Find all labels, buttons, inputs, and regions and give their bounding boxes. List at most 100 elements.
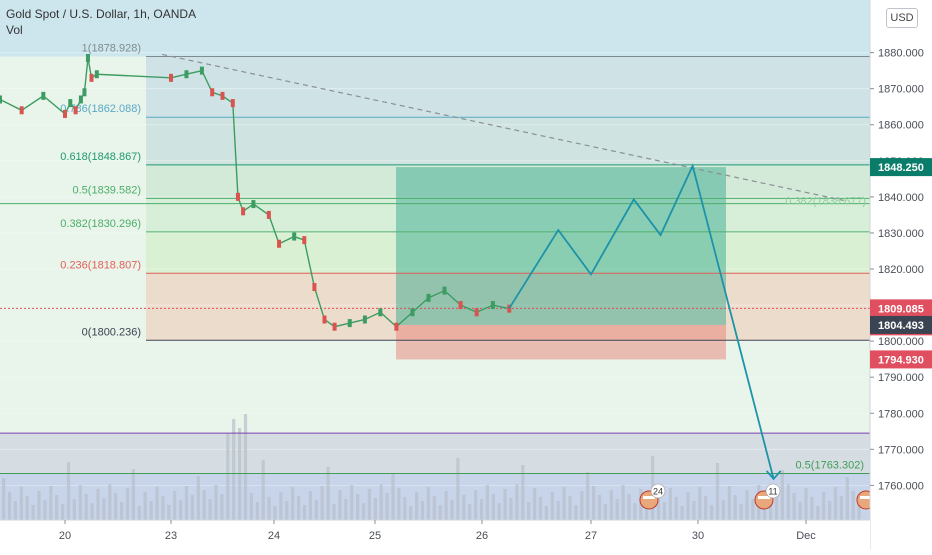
price-axis-background: [870, 0, 932, 550]
time-tick-label: 26: [476, 530, 488, 542]
volume-bar: [497, 503, 501, 520]
price-tick-label: 1840.000: [878, 192, 924, 204]
zone-top: [0, 0, 870, 57]
volume-bar: [338, 490, 342, 520]
volume-bar: [7, 492, 12, 520]
volume-bar: [131, 469, 135, 520]
volume-bar: [438, 505, 442, 520]
volume-bar: [43, 500, 47, 520]
volume-bar: [450, 500, 454, 520]
volume-bar: [686, 492, 690, 520]
volume-bar: [291, 487, 295, 520]
volume-bar: [839, 496, 843, 520]
symbol-title[interactable]: Gold Spot / U.S. Dollar, 1h, OANDA: [6, 7, 197, 21]
position-tool[interactable]: [396, 167, 726, 360]
price-candle: [251, 200, 256, 209]
volume-bar: [527, 502, 531, 520]
volume-bar: [249, 493, 253, 520]
volume-bar: [521, 465, 525, 520]
volume-bar: [550, 492, 554, 520]
volume-bar: [851, 491, 855, 520]
volume-bar: [155, 487, 159, 520]
volume-bar: [828, 501, 832, 520]
time-axis[interactable]: 20 23 24 25 26 27 30 Dec: [0, 519, 870, 550]
price-candle: [82, 88, 87, 97]
volume-bar: [391, 474, 395, 520]
event-badges[interactable]: 24 11: [639, 483, 876, 510]
volume-bar: [297, 496, 301, 520]
extra-level-label: 0.382(1838.677): [785, 196, 866, 208]
volume-bar: [190, 495, 194, 520]
price-axis[interactable]: 1760.000 1770.000 1780.000 1790.000 1800.000…: [869, 0, 932, 550]
price-tick-label: 1860.000: [878, 120, 924, 132]
price-candle: [458, 301, 463, 310]
volume-bar: [816, 506, 820, 520]
volume-bar: [544, 506, 548, 520]
volume-bar: [633, 503, 637, 520]
volume-bar: [149, 501, 153, 520]
volume-bar: [533, 488, 537, 520]
volume-bar: [674, 497, 678, 520]
price-candle: [410, 308, 415, 317]
price-candle: [507, 304, 512, 313]
volume-bar: [90, 503, 94, 520]
volume-bar: [774, 489, 779, 520]
event-count-badge: [765, 483, 781, 499]
volume-bar: [704, 496, 708, 520]
price-label: 1809.085: [878, 303, 924, 315]
volume-bar: [78, 485, 82, 520]
volume-bar: [721, 500, 725, 520]
price-candle: [426, 293, 431, 302]
price-tick-label: 1830.000: [878, 228, 924, 240]
trend-line: [162, 53, 844, 202]
time-tick-label: 24: [268, 530, 280, 542]
price-label-box: [870, 350, 932, 369]
volume-bar: [255, 502, 259, 520]
volume-bar: [468, 504, 472, 520]
price-candle: [78, 95, 83, 104]
volume-bar: [444, 491, 448, 520]
volume-bar: [379, 484, 383, 520]
price-candle: [362, 315, 367, 324]
volume-indicator-label[interactable]: Vol: [6, 23, 23, 37]
volume-bar: [727, 486, 731, 520]
time-tick-label: Dec: [796, 530, 816, 542]
volume-bar: [580, 491, 584, 520]
fib-level-label: 0.786(1862.088): [60, 103, 141, 115]
time-tick-label: 23: [165, 530, 177, 542]
currency-button[interactable]: USD: [886, 8, 918, 28]
volume-bar: [627, 494, 631, 520]
volume-bar: [479, 499, 484, 520]
volume-bar: [822, 492, 826, 520]
volume-bar: [367, 489, 371, 520]
price-label: 1804.493: [878, 320, 924, 332]
price-candle: [490, 301, 495, 310]
volume-bar: [49, 486, 53, 520]
volume-bar: [810, 497, 814, 520]
volume-bar: [137, 506, 141, 520]
price-tick-label: 1780.000: [878, 408, 924, 420]
price-candle: [0, 95, 2, 104]
volume-bar: [710, 505, 714, 520]
volume-bar: [615, 499, 619, 520]
volume-bar: [456, 458, 460, 520]
price-label-box: [870, 299, 932, 318]
volume-bar: [397, 488, 401, 520]
volume-bar: [261, 460, 265, 520]
price-label: 1848.250: [878, 162, 924, 174]
projection-path[interactable]: [508, 163, 782, 481]
volume-bar: [232, 419, 236, 520]
volume-bar: [114, 493, 118, 520]
volume-bar: [202, 490, 206, 520]
price-candle: [312, 283, 317, 292]
volume-bar: [332, 504, 336, 520]
volume-bar: [385, 493, 389, 520]
volume-bar: [220, 494, 224, 520]
volume-bar: [108, 484, 112, 520]
price-tick-label: 1790.000: [878, 372, 924, 384]
position-profit-zone: [396, 167, 726, 325]
volume-bar: [804, 488, 808, 520]
price-tick-label: 1800.000: [878, 336, 924, 348]
volume-bar: [780, 470, 784, 520]
